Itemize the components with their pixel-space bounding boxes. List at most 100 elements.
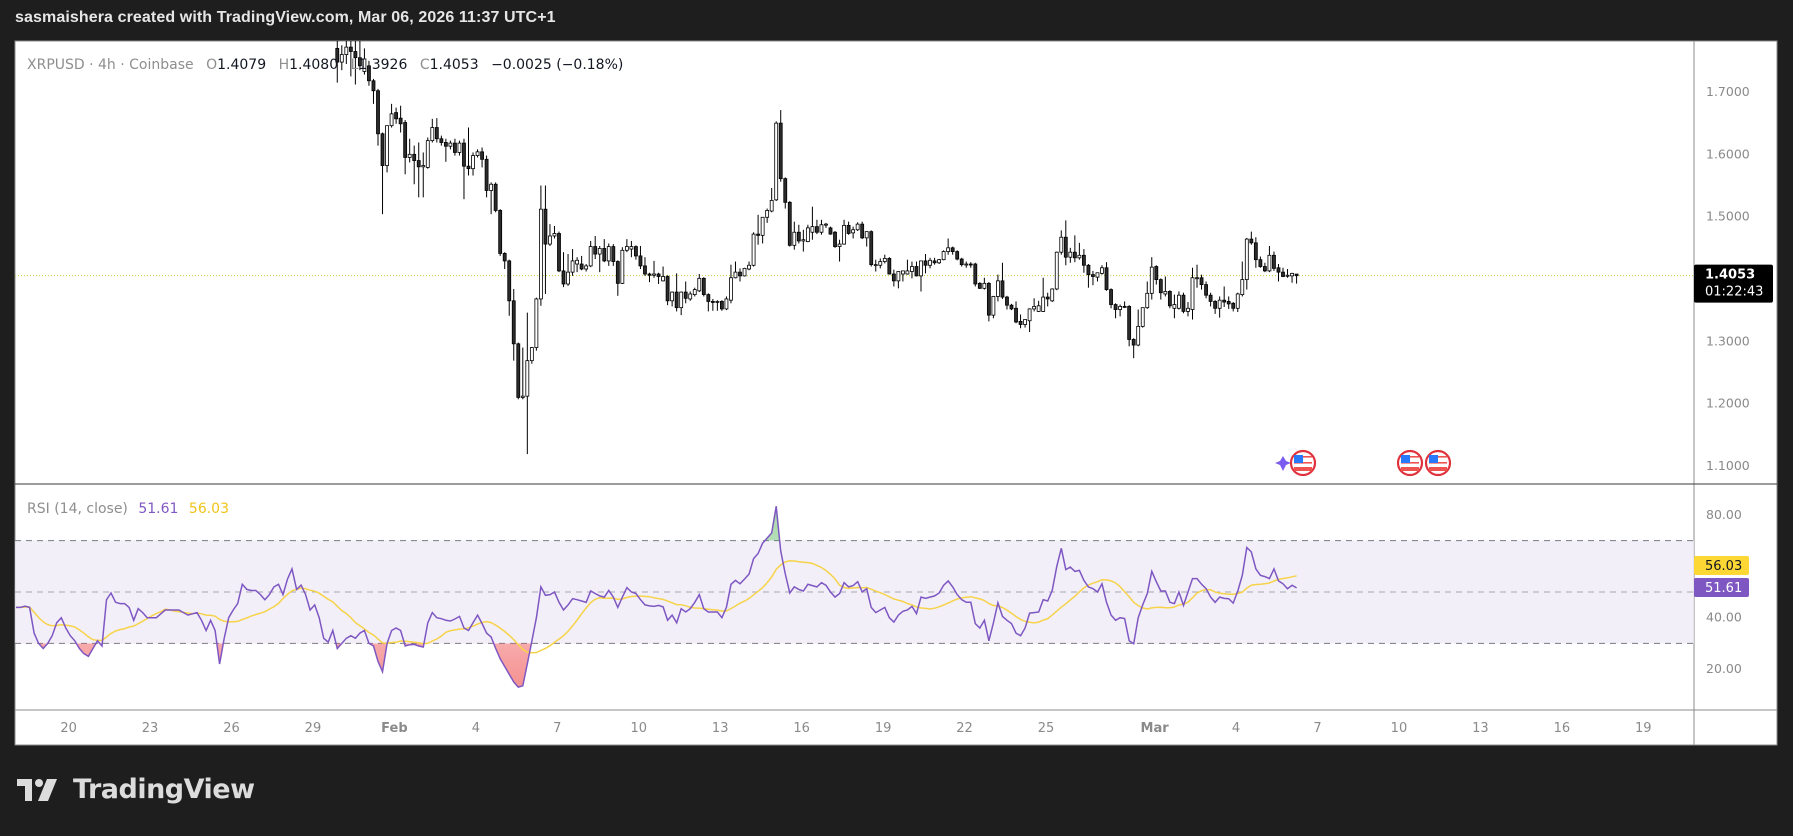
candle-body [783, 178, 788, 203]
candle-body [796, 231, 801, 242]
candle-body [760, 216, 765, 236]
candle [376, 88, 380, 146]
candle-body [747, 264, 751, 270]
candle-body [923, 260, 928, 266]
time-tick-label: 23 [142, 721, 159, 736]
candle [1281, 267, 1285, 278]
candle [724, 296, 729, 311]
candle-body [1086, 264, 1091, 276]
candle-body [602, 248, 607, 262]
candle [697, 274, 702, 293]
rsi-pane[interactable] [15, 506, 1694, 688]
candle [1059, 230, 1064, 255]
candle [1267, 245, 1272, 273]
sparkle-icon[interactable] [1275, 456, 1291, 471]
candle [412, 145, 417, 185]
candle-body [928, 259, 932, 266]
time-tick-label: 25 [1038, 721, 1055, 736]
candle-body [634, 246, 638, 257]
candle [480, 147, 484, 168]
price-axis[interactable]: 1.7000 1.6000 1.5000 1.3000 1.2000 1.1000 [1706, 84, 1750, 473]
high-label: H [279, 57, 290, 73]
candle [910, 261, 914, 279]
candle-body [932, 260, 937, 264]
candle-body [1041, 296, 1046, 312]
tradingview-logo[interactable]: TradingView [17, 774, 255, 805]
candle-body [475, 151, 480, 156]
price-tick-label: 1.2000 [1706, 396, 1750, 411]
candle [783, 177, 788, 209]
candle-body [914, 266, 919, 277]
candle-body [357, 57, 362, 67]
candle-body [701, 277, 706, 295]
close-value: 1.4053 [430, 57, 479, 73]
candle [692, 287, 697, 297]
candle-body [1027, 308, 1032, 322]
candle [855, 222, 860, 231]
candle [475, 149, 480, 158]
candle-body [973, 263, 978, 285]
candle-body [1118, 306, 1122, 310]
candle [457, 140, 462, 156]
symbol-info: XRPUSD · 4h · Coinbase [27, 57, 194, 73]
candle-body [376, 90, 380, 135]
candle [661, 266, 665, 282]
time-axis[interactable]: 20 23 26 29 Feb 4 7 10 13 16 19 22 25 Mar 4 7 10 13 16 19 [60, 721, 1651, 736]
price-pane[interactable] [15, 30, 1694, 455]
candle-body [733, 271, 738, 279]
candle-body [1158, 279, 1163, 294]
candle-body [398, 117, 403, 125]
rsi-axis-value: 51.61 [1705, 581, 1742, 596]
candle-body [416, 160, 421, 168]
candle-body [1005, 296, 1009, 306]
candle-body [498, 210, 503, 254]
candle-body [529, 347, 534, 362]
candle-body [407, 153, 412, 158]
candle [398, 105, 403, 133]
us-flag-event-icon[interactable] [1396, 449, 1424, 477]
candle [1177, 291, 1181, 310]
rsi-axis[interactable]: 80.00 40.00 20.00 [1706, 507, 1742, 676]
candle [964, 261, 969, 268]
candle-body [638, 255, 643, 267]
candle-body [348, 46, 353, 52]
candle-body [448, 142, 453, 147]
time-tick-label: 19 [875, 721, 892, 736]
symbol-legend[interactable]: XRPUSD · 4h · Coinbase O1.4079 H1.4080 L… [27, 57, 623, 73]
candle-body [1195, 277, 1199, 280]
candle [928, 257, 932, 269]
events[interactable] [1275, 449, 1452, 477]
open-value: 1.4079 [217, 57, 266, 73]
candle [525, 312, 530, 455]
candle-body [425, 140, 430, 168]
candle [575, 257, 579, 273]
candle [738, 268, 742, 282]
candle-body [543, 208, 548, 245]
candle-body [1045, 296, 1050, 300]
candle [597, 245, 602, 273]
candle [1032, 298, 1037, 312]
candle-body [584, 265, 589, 270]
us-flag-event-icon[interactable] [1289, 449, 1317, 477]
candle [543, 185, 548, 294]
rsi-tick-label: 80.00 [1706, 507, 1742, 522]
candle [656, 272, 661, 284]
candle-body [1109, 289, 1113, 305]
candle-body [557, 233, 561, 272]
candle [539, 185, 543, 306]
candle [1122, 301, 1127, 308]
rsi-axis-label: 51.61 [1694, 578, 1749, 597]
candle-body [1131, 339, 1136, 346]
candle [1258, 256, 1263, 268]
candle-body [1063, 236, 1068, 258]
rsi-legend[interactable]: RSI (14, close) 51.61 56.03 [27, 501, 229, 517]
candle [869, 230, 874, 267]
candle-body [1122, 306, 1127, 308]
candle-body [353, 51, 358, 59]
candle [1226, 296, 1231, 309]
us-flag-event-icon[interactable] [1424, 449, 1452, 477]
candle-body [466, 165, 471, 170]
candles [335, 41, 1299, 455]
candle-body [570, 260, 575, 273]
